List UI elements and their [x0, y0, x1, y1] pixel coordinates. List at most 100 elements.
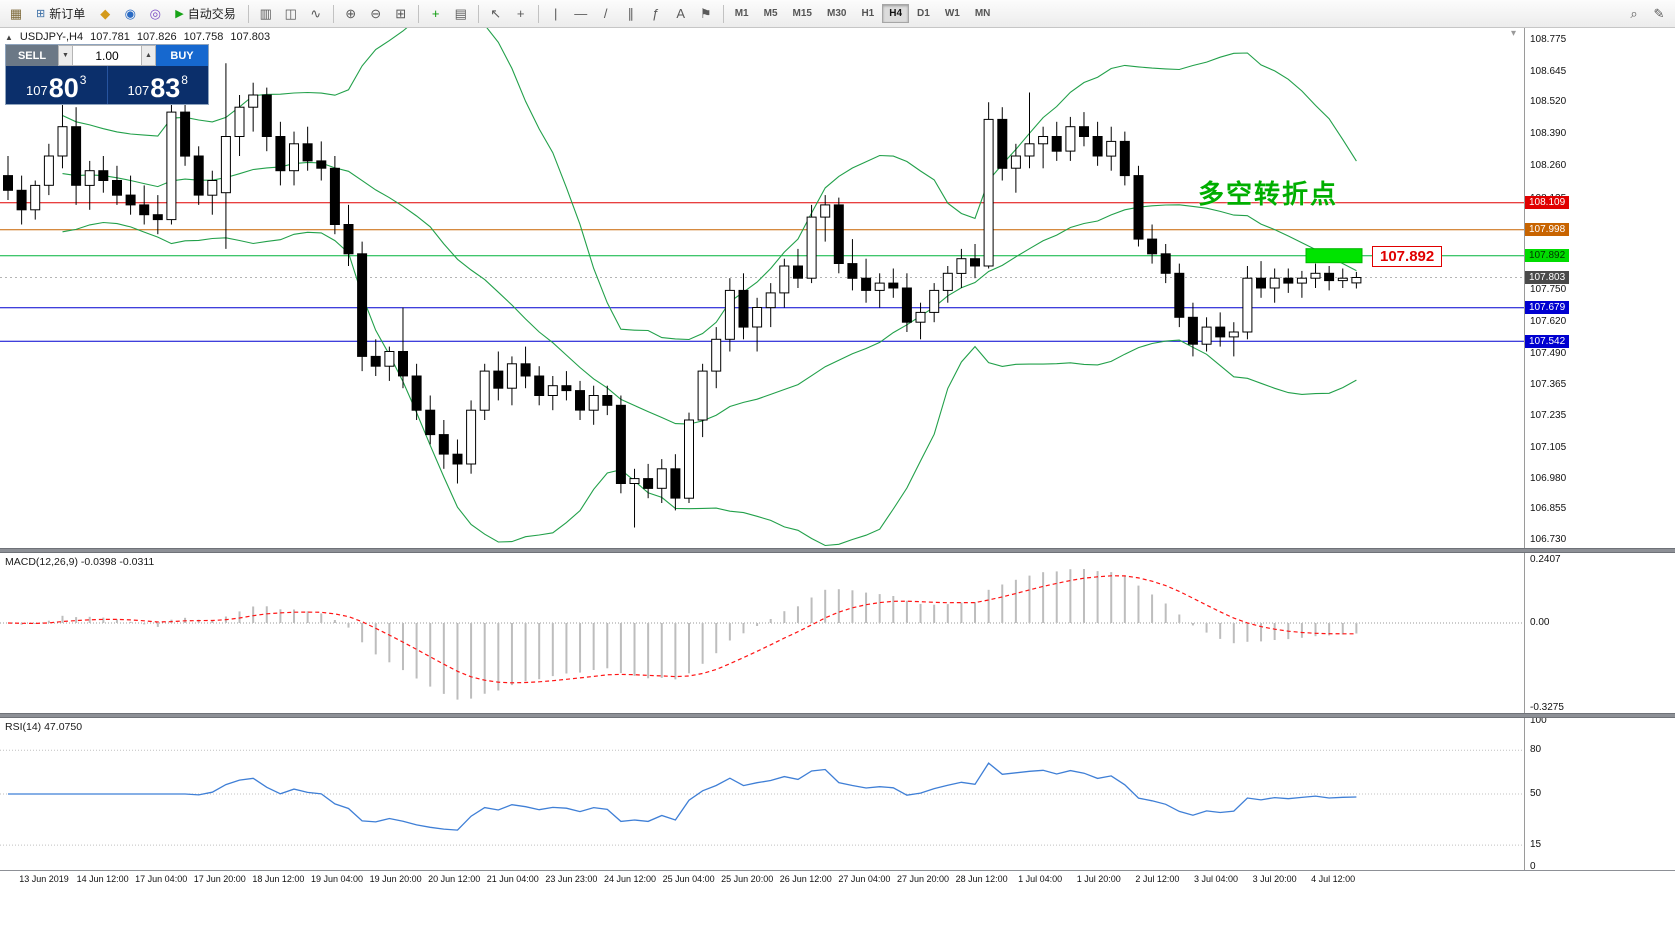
tile-windows-icon[interactable]: ⊞ — [389, 3, 413, 25]
vertical-line-icon: | — [554, 6, 558, 21]
time-axis-label: 3 Jul 04:00 — [1193, 874, 1239, 884]
vertical-line-icon[interactable]: | — [544, 3, 568, 25]
chart-collapse-icon[interactable]: ▲ — [5, 32, 13, 42]
main-chart-panel[interactable]: ▲ USDJPY-,H4 107.781 107.826 107.758 107… — [0, 28, 1524, 548]
timeframe-h4[interactable]: H4 — [882, 4, 910, 23]
timeframe-d1[interactable]: D1 — [917, 8, 930, 19]
timeframe-m1[interactable]: M1 — [734, 8, 749, 19]
sell-price[interactable]: 107 80 3 — [26, 73, 87, 104]
toolbar-separator — [537, 4, 539, 23]
market-watch-icon[interactable]: ◆ — [93, 3, 117, 25]
trendline-icon[interactable]: / — [594, 3, 618, 25]
bar-chart-icon[interactable]: ▥ — [254, 3, 278, 25]
cursor-icon: ↖ — [490, 5, 502, 21]
panel-splitter[interactable] — [0, 548, 1675, 553]
price-divider — [106, 66, 108, 104]
new-chart-icon[interactable]: ▦ — [4, 3, 28, 25]
new-order-button[interactable]: ⊞ 新订单 — [29, 3, 92, 25]
market-watch-icon: ◆ — [100, 5, 111, 21]
candlestick-chart-icon: ◫ — [284, 5, 297, 21]
chart-open: 107.781 — [90, 31, 130, 43]
candlesticks — [3, 63, 1362, 528]
bar-chart-icon: ▥ — [259, 5, 272, 21]
search-icon[interactable]: ⌕ — [1622, 3, 1646, 25]
time-axis-label: 13 Jun 2019 — [19, 874, 69, 884]
buy-price[interactable]: 107 83 8 — [127, 73, 188, 104]
price-chart[interactable] — [0, 28, 1524, 548]
volume-input[interactable]: 1.00 — [73, 45, 141, 66]
macd-panel[interactable]: MACD(12,26,9) -0.0398 -0.0311 — [0, 553, 1524, 713]
autotrading-button[interactable]: ▶ 自动交易 — [168, 3, 242, 25]
zoom-out-icon[interactable]: ⊖ — [364, 3, 388, 25]
new-order-button-label: 新订单 — [49, 7, 86, 21]
timeframe-m30[interactable]: M30 — [826, 8, 847, 19]
panel-splitter[interactable] — [0, 713, 1675, 718]
timeframe-m15[interactable]: M15 — [792, 8, 812, 19]
period-templates-icon[interactable]: ▤ — [449, 3, 473, 25]
text-label-icon: A — [676, 6, 686, 21]
volume-up-button[interactable]: ▲ — [141, 45, 156, 66]
buy-button[interactable]: BUY — [156, 45, 208, 66]
zoom-out-icon: ⊖ — [370, 5, 382, 21]
fibonacci-icon: ƒ — [652, 6, 660, 21]
period-templates-icon: ▤ — [454, 5, 467, 21]
price-scale-label: 107.490 — [1530, 347, 1567, 359]
chart-symbol: USDJPY-,H4 — [19, 31, 84, 43]
crosshair-icon[interactable]: + — [509, 3, 533, 25]
time-axis-label: 24 Jun 12:00 — [603, 874, 657, 884]
macd-signal-line — [7, 575, 1357, 684]
time-axis-label: 17 Jun 04:00 — [135, 874, 188, 884]
crosshair-icon: + — [516, 6, 525, 21]
fibonacci-icon[interactable]: ƒ — [644, 3, 668, 25]
arrows-icon[interactable]: ⚑ — [694, 3, 718, 25]
macd-scale-label: 0.2407 — [1530, 554, 1561, 566]
price-marker-box: 107.803 — [1525, 270, 1570, 284]
chart-high: 107.826 — [136, 31, 177, 43]
candlestick-chart-icon[interactable]: ◫ — [279, 3, 303, 25]
scroll-to-end-marker[interactable]: ▾ — [1510, 28, 1516, 39]
rsi-panel[interactable]: RSI(14) 47.0750 — [0, 718, 1524, 870]
price-scale-label: 107.620 — [1530, 316, 1567, 328]
time-axis-label: 2 Jul 12:00 — [1135, 874, 1180, 884]
macd-scale-label: -0.3275 — [1530, 702, 1564, 714]
time-axis[interactable]: 13 Jun 2019 14 Jun 12:00 17 Jun 04:00 17 Ju… — [0, 870, 1675, 891]
indicators-icon[interactable]: + — [424, 3, 448, 25]
timeframe-w1[interactable]: W1 — [944, 8, 960, 19]
channel-icon[interactable]: ∥ — [619, 3, 643, 25]
time-axis-label: 1 Jul 04:00 — [1018, 874, 1063, 884]
price-scale[interactable]: 108.775 108.645 108.520 108.390 108.260 108.1… — [1524, 28, 1675, 890]
timeframe-h1[interactable]: H1 — [861, 8, 875, 19]
sell-button[interactable]: SELL — [6, 45, 58, 66]
zoom-in-icon[interactable]: ⊕ — [339, 3, 363, 25]
navigator-icon[interactable]: ◉ — [118, 3, 142, 25]
rsi-scale-label: 0 — [1530, 861, 1536, 872]
rsi-chart — [0, 749, 1524, 846]
toolbar-separator — [477, 4, 479, 23]
bollinger-lo-band — [62, 221, 1357, 547]
rsi-header: RSI(14) 47.0750 — [5, 721, 83, 733]
time-axis-label: 20 Jun 12:00 — [428, 874, 481, 884]
price-scale-label: 107.750 — [1530, 284, 1567, 296]
macd-header: MACD(12,26,9) -0.0398 -0.0311 — [5, 556, 155, 568]
data-window-icon: ◎ — [149, 5, 161, 21]
price-marker-box: 108.109 — [1525, 196, 1570, 210]
time-axis-label: 27 Jun 04:00 — [838, 874, 891, 884]
time-axis-label: 26 Jun 12:00 — [779, 874, 832, 884]
cursor-icon[interactable]: ↖ — [484, 3, 508, 25]
horizontal-line-icon[interactable]: — — [569, 3, 593, 25]
data-window-icon[interactable]: ◎ — [143, 3, 167, 25]
navigator-icon: ◉ — [124, 5, 136, 21]
highlight-rectangle[interactable] — [1305, 248, 1363, 264]
time-axis-label: 19 Jun 20:00 — [369, 874, 422, 884]
timeframe-m5[interactable]: M5 — [763, 8, 778, 19]
trendline-icon: / — [603, 6, 608, 21]
line-chart-icon[interactable]: ∿ — [304, 3, 328, 25]
timeframe-mn[interactable]: MN — [974, 8, 991, 19]
price-callout-label[interactable]: 107.892 — [1372, 246, 1443, 267]
chart-annotation-text[interactable]: 多空转折点 — [1198, 179, 1339, 209]
draw-icon[interactable]: ✎ — [1647, 3, 1671, 25]
volume-down-button[interactable]: ▼ — [58, 45, 73, 66]
time-axis-label: 3 Jul 20:00 — [1252, 874, 1297, 884]
channel-icon: ∥ — [627, 5, 634, 21]
text-label-icon[interactable]: A — [669, 3, 693, 25]
